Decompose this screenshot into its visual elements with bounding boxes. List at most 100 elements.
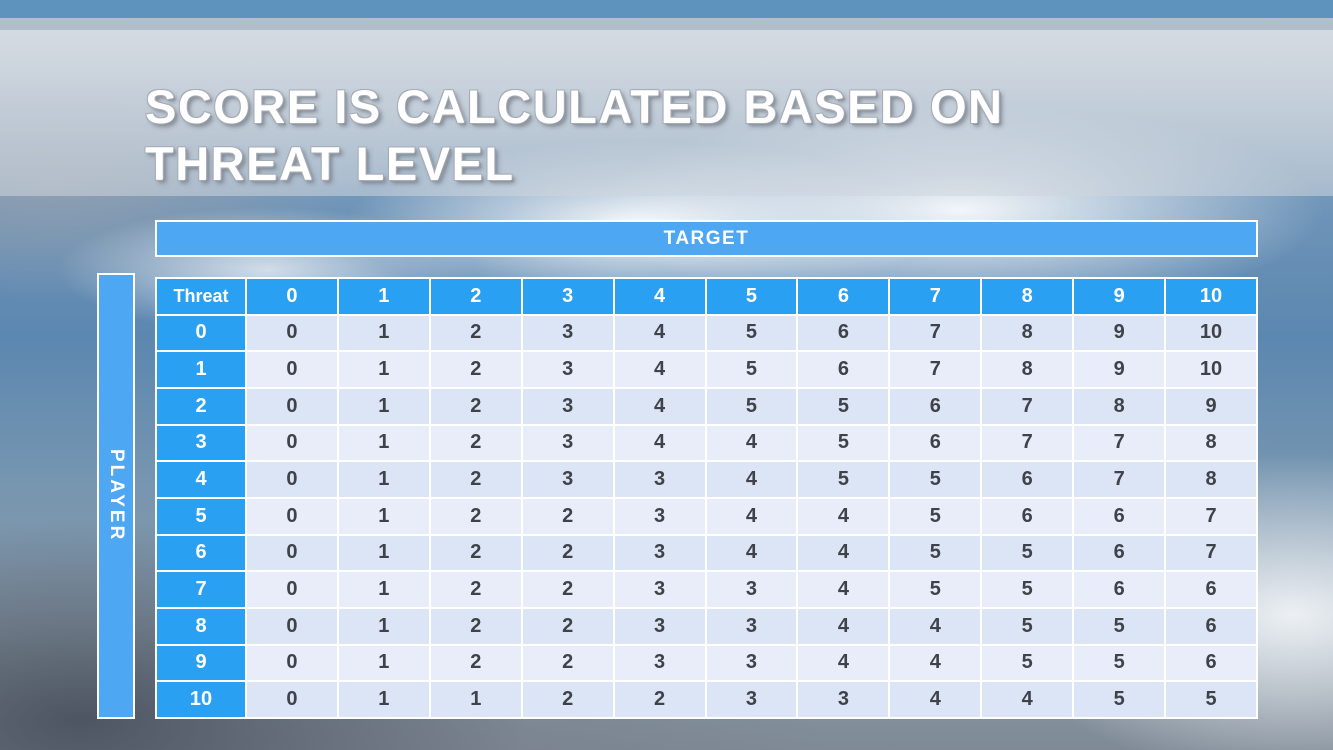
score-cell: 4 (798, 499, 889, 534)
score-cell: 1 (338, 462, 429, 497)
player-header-cell: 0 (157, 315, 245, 351)
title-band: SCORE IS CALCULATED BASED ON THREAT LEVE… (0, 30, 1333, 196)
score-cell: 1 (338, 389, 429, 424)
score-cell: 3 (614, 462, 705, 497)
score-cell: 5 (890, 535, 981, 571)
score-cell: 0 (247, 535, 337, 571)
score-cell: 6 (1074, 499, 1165, 534)
score-cell: 1 (338, 425, 429, 461)
score-cell: 6 (798, 352, 889, 387)
score-cell: 5 (1166, 682, 1256, 717)
player-label: PLAYER (106, 449, 127, 543)
score-cell: 2 (430, 499, 521, 534)
score-cell: 6 (982, 462, 1073, 497)
score-cell: 3 (798, 682, 889, 717)
score-cell: 6 (1074, 572, 1165, 607)
score-cell: 6 (798, 315, 889, 351)
target-header-cell: 0 (247, 279, 337, 314)
score-cell: 8 (1166, 425, 1256, 461)
score-cell: 6 (1166, 572, 1256, 607)
score-cell: 4 (890, 682, 981, 717)
score-cell: 4 (614, 352, 705, 387)
score-cell: 5 (982, 572, 1073, 607)
target-header-cell: 2 (430, 279, 521, 314)
score-cell: 5 (890, 572, 981, 607)
title-line-1: SCORE IS CALCULATED BASED ON (145, 80, 1004, 133)
score-cell: 7 (982, 389, 1073, 424)
score-cell: 0 (247, 682, 337, 717)
score-cell: 6 (1074, 535, 1165, 571)
score-cell: 2 (522, 645, 613, 681)
score-cell: 2 (430, 315, 521, 351)
score-cell: 4 (614, 315, 705, 351)
score-cell: 9 (1074, 315, 1165, 351)
score-cell: 6 (890, 425, 981, 461)
score-cell: 3 (522, 425, 613, 461)
score-cell: 2 (522, 572, 613, 607)
player-header-cell: 2 (157, 389, 245, 424)
score-cell: 5 (982, 535, 1073, 571)
target-label: TARGET (663, 227, 750, 249)
score-cell: 2 (430, 352, 521, 387)
score-cell: 4 (706, 535, 797, 571)
score-cell: 5 (798, 462, 889, 497)
score-cell: 0 (247, 389, 337, 424)
score-cell: 4 (798, 609, 889, 644)
score-cell: 4 (614, 425, 705, 461)
target-header-cell: 4 (614, 279, 705, 314)
score-cell: 1 (338, 609, 429, 644)
top-accent-bar (0, 0, 1333, 18)
target-header-cell: 1 (338, 279, 429, 314)
score-cell: 5 (1074, 645, 1165, 681)
player-header-cell: 6 (157, 535, 245, 571)
score-cell: 0 (247, 645, 337, 681)
score-cell: 5 (706, 352, 797, 387)
score-cell: 6 (982, 499, 1073, 534)
score-cell: 5 (706, 389, 797, 424)
player-header-cell: 5 (157, 499, 245, 534)
score-cell: 10 (1166, 352, 1256, 387)
score-cell: 2 (430, 389, 521, 424)
score-cell: 5 (982, 645, 1073, 681)
title-line-2: THREAT LEVEL (145, 137, 515, 191)
score-cell: 9 (1166, 389, 1256, 424)
target-header-cell: 7 (890, 279, 981, 314)
score-cell: 8 (1074, 389, 1165, 424)
score-cell: 0 (247, 425, 337, 461)
score-cell: 5 (890, 499, 981, 534)
player-header-cell: 8 (157, 609, 245, 644)
score-cell: 6 (1166, 645, 1256, 681)
score-cell: 4 (982, 682, 1073, 717)
score-cell: 0 (247, 352, 337, 387)
player-header-cell: 3 (157, 425, 245, 461)
score-cell: 3 (614, 535, 705, 571)
score-cell: 1 (338, 645, 429, 681)
score-cell: 2 (430, 645, 521, 681)
score-cell: 3 (522, 315, 613, 351)
score-cell: 3 (522, 352, 613, 387)
score-cell: 3 (614, 572, 705, 607)
target-axis-bar: TARGET (155, 220, 1258, 257)
score-cell: 5 (798, 389, 889, 424)
score-cell: 4 (798, 645, 889, 681)
score-cell: 2 (614, 682, 705, 717)
score-cell: 1 (430, 682, 521, 717)
score-cell: 4 (614, 389, 705, 424)
score-cell: 10 (1166, 315, 1256, 351)
score-cell: 7 (890, 352, 981, 387)
score-cell: 2 (522, 609, 613, 644)
score-cell: 1 (338, 315, 429, 351)
score-cell: 5 (1074, 682, 1165, 717)
score-cell: 4 (890, 609, 981, 644)
score-cell: 7 (890, 315, 981, 351)
score-cell: 5 (798, 425, 889, 461)
score-cell: 2 (522, 499, 613, 534)
score-cell: 7 (1166, 535, 1256, 571)
score-cell: 8 (982, 352, 1073, 387)
score-cell: 4 (706, 499, 797, 534)
score-cell: 4 (706, 462, 797, 497)
player-header-cell: 10 (157, 682, 245, 717)
score-cell: 1 (338, 352, 429, 387)
score-cell: 3 (614, 645, 705, 681)
score-cell: 3 (706, 609, 797, 644)
